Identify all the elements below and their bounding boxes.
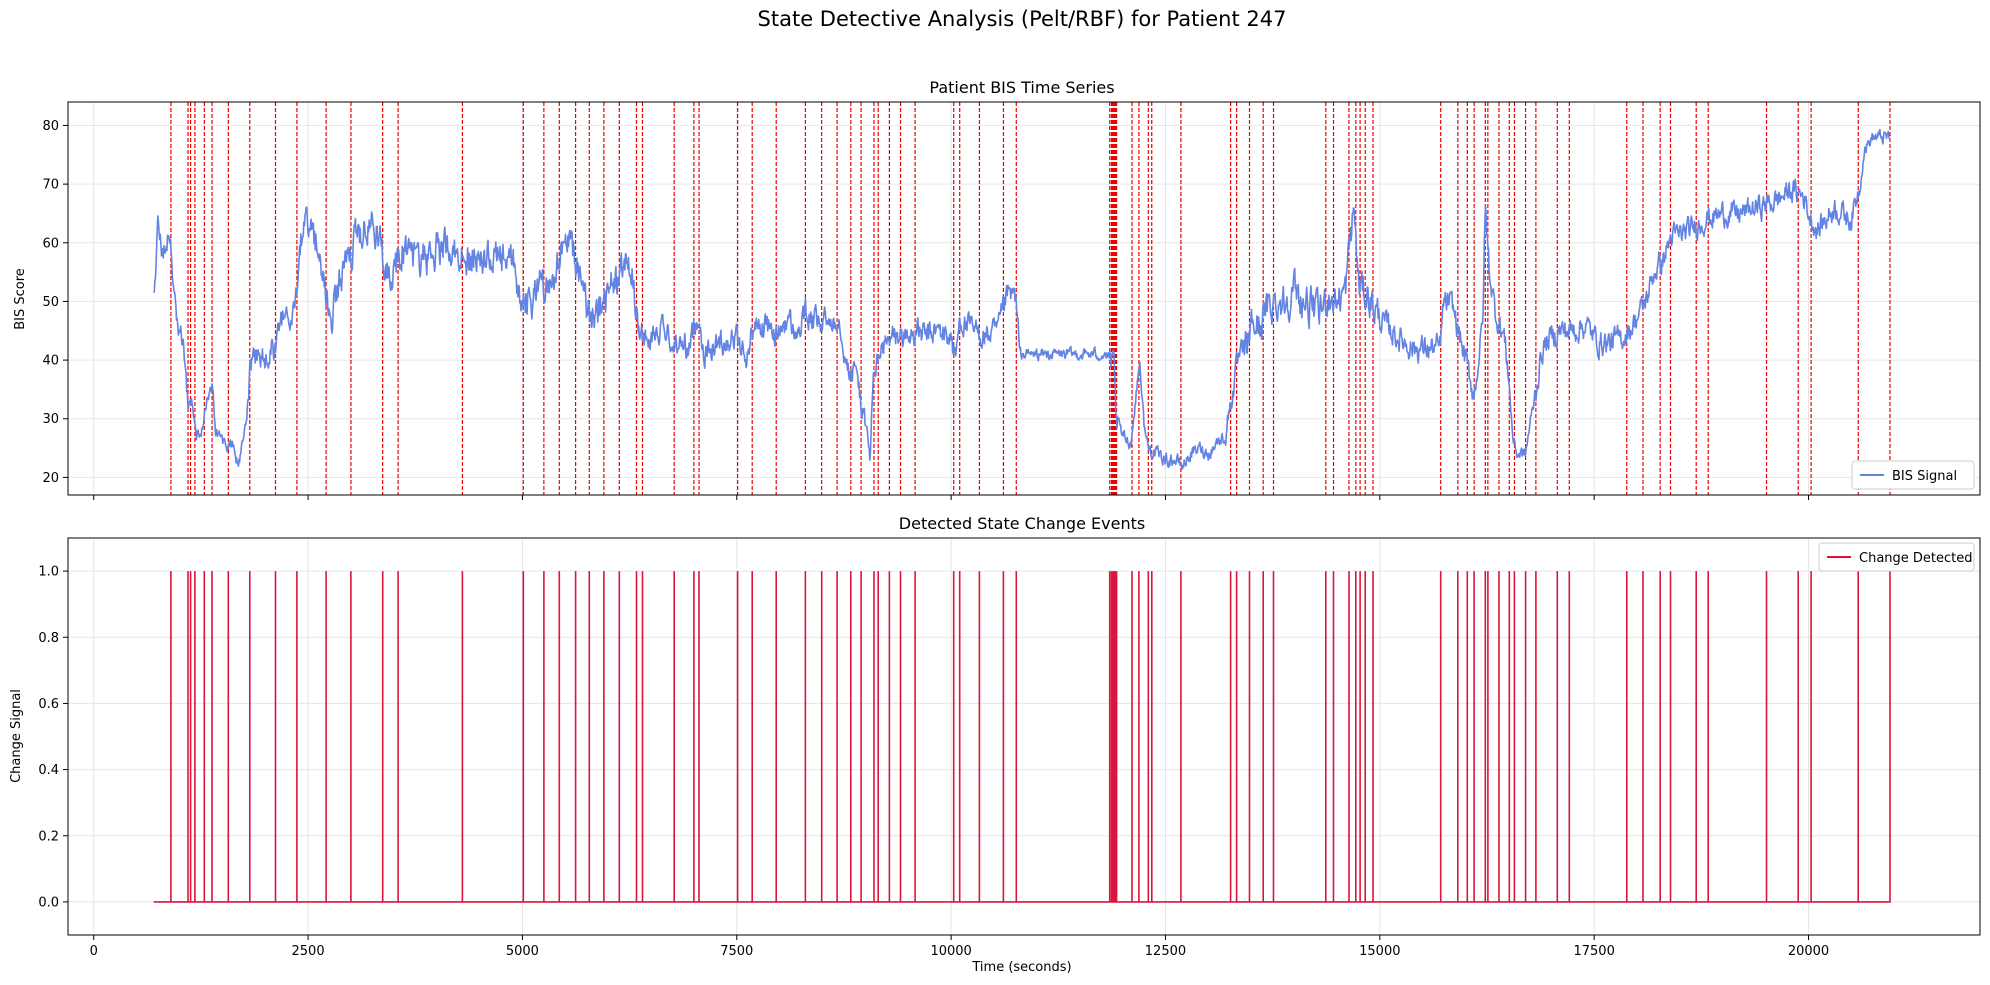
change-x-tick-label: 2500 — [292, 944, 325, 959]
bis-panel-title: Patient BIS Time Series — [929, 78, 1114, 97]
bis-x-ticks — [93, 495, 1810, 500]
change-legend: Change Detected — [1818, 542, 1975, 572]
change-y-tick-label: 0.8 — [38, 631, 59, 646]
bis-legend-box — [1851, 460, 1975, 490]
change-axes-frame — [67, 537, 1981, 936]
bis-y-ticks: 20 30 40 50 60 70 80 — [42, 119, 68, 486]
bis-panel: 20 30 40 50 60 70 80 Patient BIS Time Series B… — [13, 78, 1981, 500]
bis-axes-frame — [67, 101, 1981, 496]
change-y-ticks: 0.0 0.2 0.4 0.6 0.8 1.0 — [38, 565, 68, 910]
bis-signal-line — [152, 128, 1891, 470]
bis-plot-area — [152, 128, 1891, 470]
change-y-tick-label: 0.6 — [38, 697, 59, 712]
change-plot-area — [153, 571, 1891, 903]
bis-y-tick-label: 20 — [42, 471, 59, 486]
bis-gridlines — [68, 102, 1980, 495]
change-panel: 0.0 0.2 0.4 0.6 0.8 1.0 0 2500 5000 7500 10000 125… — [9, 514, 1981, 975]
change-y-tick-label: 0.2 — [38, 829, 59, 844]
change-x-tick-label: 15000 — [1359, 944, 1400, 959]
change-x-tick-label: 5000 — [506, 944, 539, 959]
change-x-tick-label: 7500 — [720, 944, 753, 959]
change-x-ticks: 0 2500 5000 7500 10000 12500 15000 17500 20000 — [90, 935, 1829, 959]
change-x-tick-label: 12500 — [1145, 944, 1186, 959]
change-x-tick-label: 10000 — [930, 944, 971, 959]
change-panel-title: Detected State Change Events — [899, 514, 1145, 533]
change-x-tick-label: 0 — [90, 944, 98, 959]
bis-y-tick-label: 70 — [42, 178, 59, 193]
change-x-tick-label: 20000 — [1788, 944, 1829, 959]
change-legend-box — [1818, 542, 1975, 572]
figure-title: State Detective Analysis (Pelt/RBF) for … — [758, 7, 1287, 31]
change-legend-label: Change Detected — [1859, 551, 1973, 566]
bis-change-markers — [170, 102, 1891, 495]
change-y-tick-label: 0.4 — [38, 763, 59, 778]
change-x-tick-label: 17500 — [1573, 944, 1614, 959]
change-signal-line — [153, 571, 1891, 903]
bis-y-axis-label: BIS Score — [13, 268, 28, 330]
bis-legend: BIS Signal — [1851, 460, 1975, 490]
change-x-axis-label: Time (seconds) — [971, 960, 1071, 975]
change-gridlines — [68, 538, 1980, 935]
bis-y-tick-label: 60 — [42, 236, 59, 251]
bis-y-tick-label: 50 — [42, 295, 59, 310]
bis-y-tick-label: 40 — [42, 354, 59, 369]
change-y-tick-label: 1.0 — [38, 565, 59, 580]
change-y-tick-label: 0.0 — [38, 895, 59, 910]
bis-y-tick-label: 80 — [42, 119, 59, 134]
bis-y-tick-label: 30 — [42, 412, 59, 427]
change-y-axis-label: Change Signal — [9, 689, 24, 783]
bis-legend-label: BIS Signal — [1892, 469, 1957, 484]
